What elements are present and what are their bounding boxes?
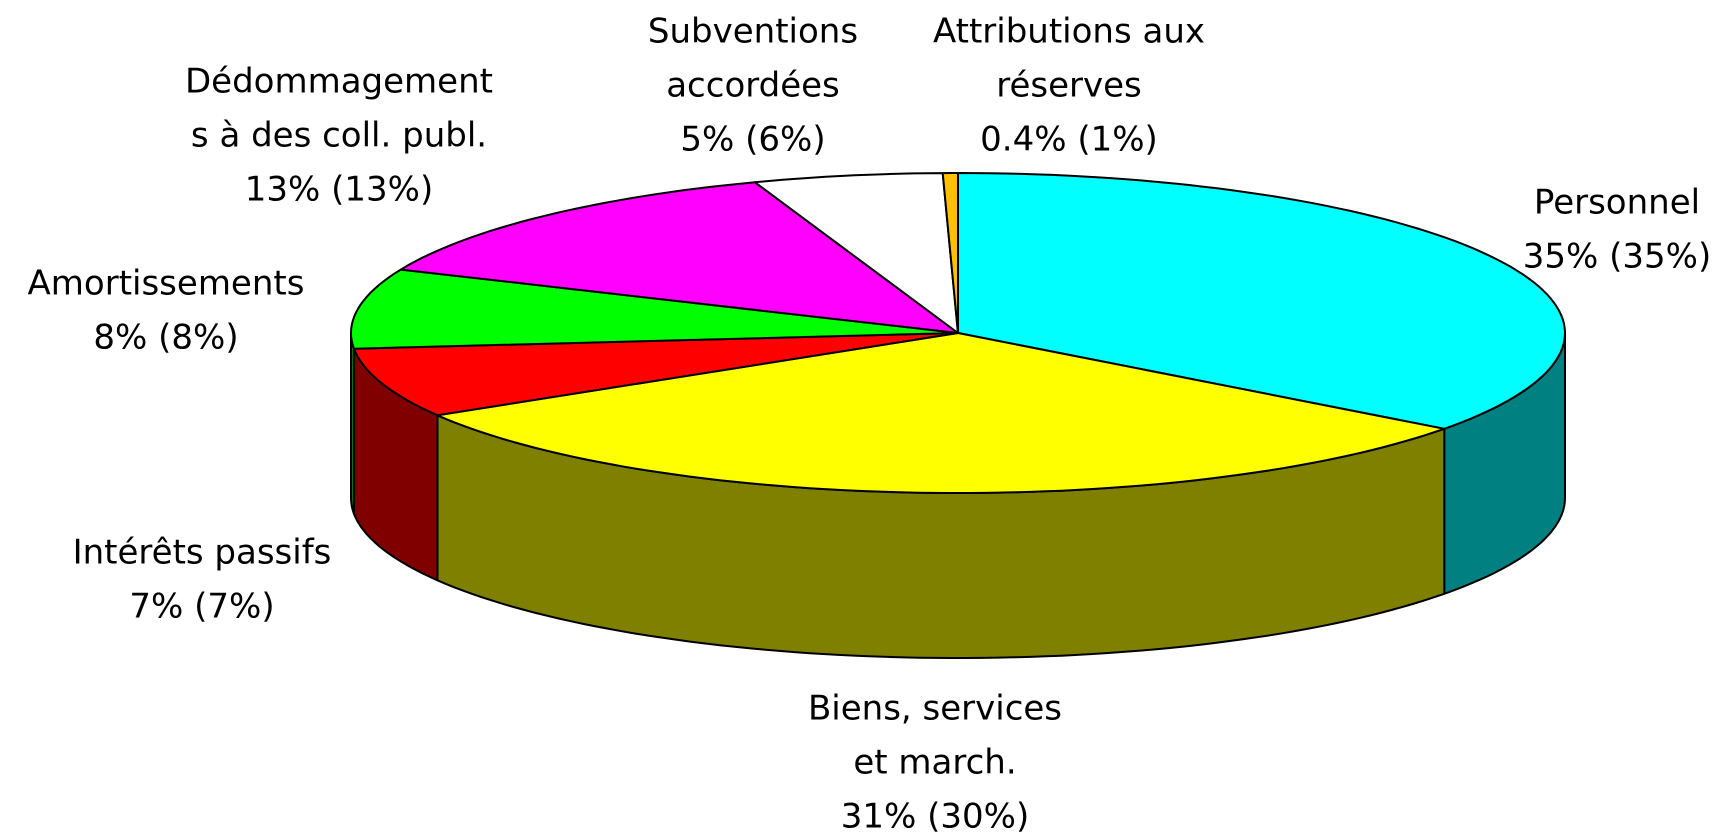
slice-label: Attributions aux (933, 12, 1205, 52)
slice-label: réserves (996, 66, 1142, 106)
slice-label: Biens, services (808, 689, 1062, 729)
slice-side (350, 332, 355, 515)
slice-label: Subventions (648, 12, 858, 52)
slice-label: Dédommagement (185, 62, 493, 102)
slice-label: s à des coll. publ. (191, 116, 487, 156)
value-label: 35% (35%) (1523, 237, 1711, 277)
value-label: 13% (13%) (245, 170, 433, 210)
slice-label: Personnel (1534, 183, 1700, 223)
value-label: 7% (7%) (129, 587, 274, 627)
slice-label: accordées (666, 66, 840, 106)
slice (753, 172, 959, 334)
slice (941, 172, 959, 334)
value-label: 5% (6%) (680, 120, 825, 160)
value-label: 0.4% (1%) (980, 120, 1158, 160)
slice-label: Intérêts passifs (73, 533, 332, 573)
slice (350, 268, 959, 350)
slice (352, 332, 959, 417)
slice (436, 332, 1446, 494)
slice (399, 181, 959, 334)
slice-label: Amortissements (28, 264, 305, 304)
value-label: 8% (8%) (93, 318, 238, 358)
slice (957, 172, 1566, 430)
slice-label: et march. (853, 743, 1016, 783)
value-label: 31% (30%) (841, 797, 1029, 837)
